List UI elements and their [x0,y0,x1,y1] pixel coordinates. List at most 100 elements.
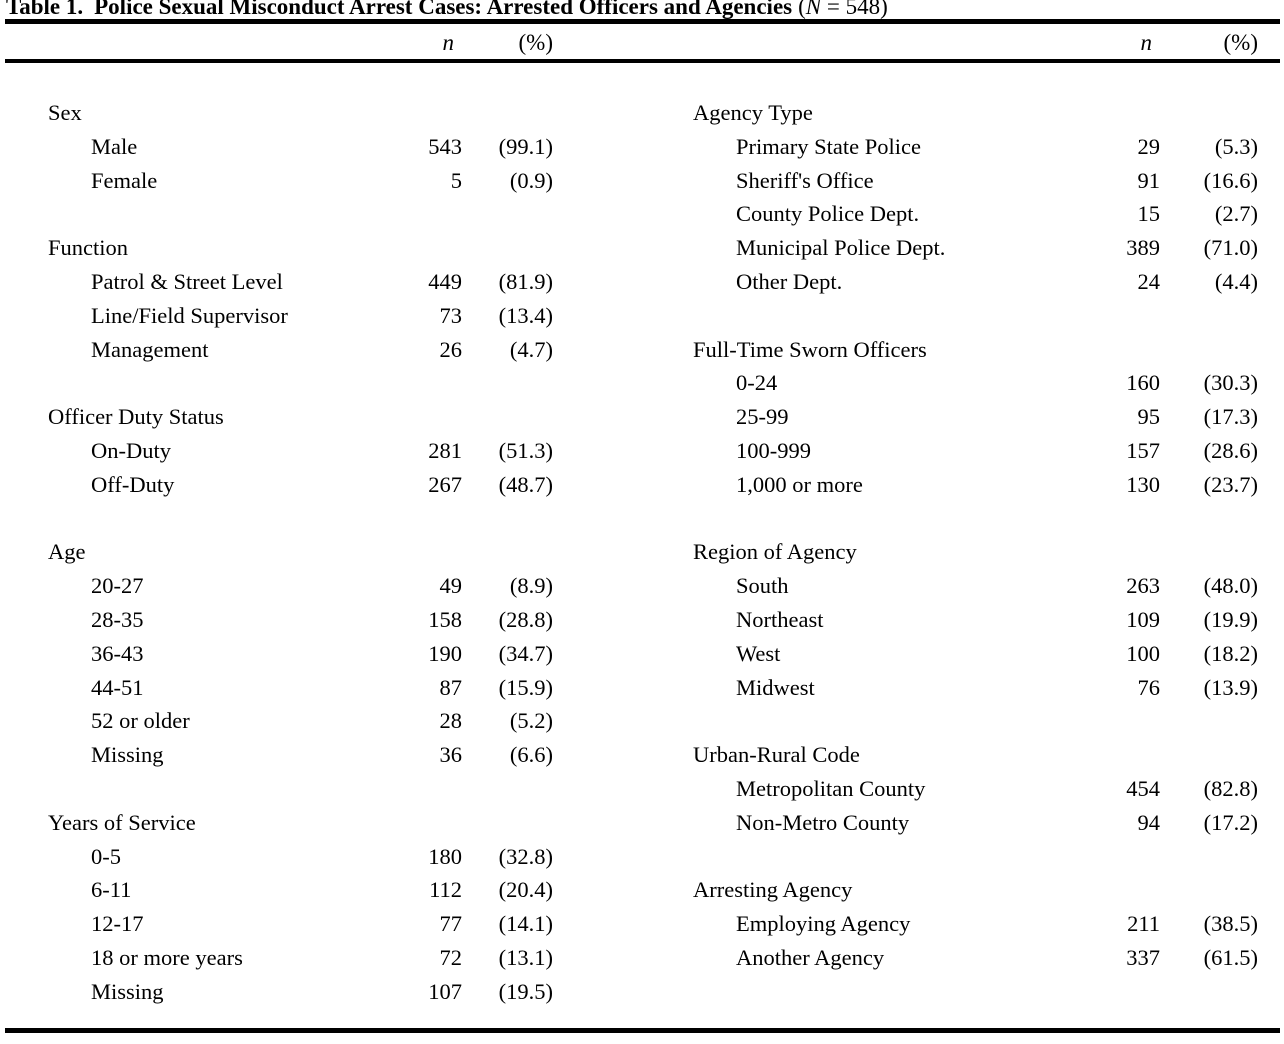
row-label: 36-43 [91,640,144,666]
row-label: Missing [91,742,164,768]
row-n-value: 94 [1137,809,1161,835]
row-pct-value: (8.9) [509,573,553,599]
empty-n-cell [1080,333,1160,367]
section-header-label: Agency Type [693,100,813,125]
table-row: Municipal Police Dept. 389 (71.0) [693,231,1258,265]
table-row: On-Duty 281 (51.3) [48,434,553,468]
table-row: Non-Metro County 94 (17.2) [693,806,1258,840]
row-label: On-Duty [91,437,171,463]
row-n-value: 15 [1137,201,1161,227]
row-label: Non-Metro County [736,809,910,835]
empty-pct-cell [462,806,553,840]
pct-column-header: (%) [1223,30,1258,55]
table-row: Northeast 109 (19.9) [693,603,1258,637]
row-label: Midwest [736,674,815,700]
row-label: Other Dept. [736,268,843,294]
left-column-headers: n (%) [48,30,554,55]
row-label: Northeast [736,606,824,632]
row-pct-value: (61.5) [1203,944,1258,970]
empty-n-cell [1080,96,1160,130]
row-n-value: 95 [1137,404,1161,430]
right-column-headers: n (%) [693,30,1259,55]
left-table-column: Sex Male 543 (99.1) Female 5 (0.9) Funct… [48,96,553,1009]
table-row: Off-Duty 267 (48.7) [48,468,553,502]
row-label: Sheriff's Office [736,167,874,193]
row-label: Off-Duty [91,471,175,497]
table-row: Metropolitan County 454 (82.8) [693,772,1258,806]
row-pct-value: (19.5) [498,978,553,1004]
row-label: 0-24 [736,370,778,396]
section-header-label: Officer Duty Status [48,404,224,430]
row-n-value: 263 [1126,573,1160,599]
section-header-label: Years of Service [48,809,196,835]
table-row: 100-999 157 (28.6) [693,434,1258,468]
row-pct-value: (6.6) [509,742,553,768]
section-header-label: Sex [48,100,82,125]
row-pct-value: (4.7) [509,336,553,362]
empty-pct-cell [462,400,553,434]
row-pct-value: (20.4) [498,877,553,903]
row-pct-value: (99.1) [498,133,553,159]
empty-n-cell [385,231,462,265]
empty-pct-cell [462,231,553,265]
row-n-value: 211 [1127,911,1160,937]
empty-pct-cell [1160,873,1258,907]
table-row: 52 or older 28 (5.2) [48,704,553,738]
row-pct-value: (13.1) [498,944,553,970]
row-n-value: 160 [1126,370,1160,396]
row-pct-value: (5.2) [509,708,553,734]
table-section: Agency Type Primary State Police 29 (5.3… [693,96,1258,299]
table-section: Function Patrol & Street Level 449 (81.9… [48,231,553,366]
row-pct-value: (34.7) [498,640,553,666]
row-n-value: 543 [428,133,462,159]
empty-pct-cell [1160,96,1258,130]
row-n-value: 109 [1126,606,1160,632]
bottom-rule [5,1028,1280,1033]
table-section: Region of Agency South 263 (48.0) Northe… [693,535,1258,704]
empty-header-cell [693,31,1080,55]
row-label: 6-11 [91,877,132,903]
row-n-value: 72 [439,944,463,970]
row-n-value: 158 [428,606,462,632]
row-pct-value: (71.0) [1203,235,1258,261]
n-column-header: n [442,30,455,55]
row-label: Another Agency [736,944,885,970]
row-label: 18 or more years [91,944,243,970]
empty-pct-cell [1160,333,1258,367]
row-pct-value: (30.3) [1203,370,1258,396]
empty-pct-cell [1160,738,1258,772]
row-pct-value: (0.9) [509,167,553,193]
table-row: Other Dept. 24 (4.4) [693,265,1258,299]
table-row: Patrol & Street Level 449 (81.9) [48,265,553,299]
row-label: Patrol & Street Level [91,268,283,294]
table-row: 44-51 87 (15.9) [48,671,553,705]
row-n-value: 281 [428,437,462,463]
row-n-value: 76 [1137,674,1161,700]
row-pct-value: (13.9) [1203,674,1258,700]
section-header-label: Age [48,539,86,565]
row-label: 52 or older [91,708,190,734]
row-n-value: 449 [428,268,462,294]
row-label: Missing [91,978,164,1004]
table-row: 36-43 190 (34.7) [48,637,553,671]
empty-n-cell [385,96,462,130]
row-label: 28-35 [91,606,144,632]
row-pct-value: (16.6) [1203,167,1258,193]
table-row: Sheriff's Office 91 (16.6) [693,164,1258,198]
table-row: Missing 107 (19.5) [48,975,553,1009]
section-header-row: Officer Duty Status [48,400,553,434]
table-row: Employing Agency 211 (38.5) [693,907,1258,941]
row-pct-value: (51.3) [498,437,553,463]
empty-n-cell [385,400,462,434]
section-header-row: Urban-Rural Code [693,738,1258,772]
row-n-value: 190 [428,640,462,666]
n-column-header: n [1140,30,1153,55]
row-pct-value: (17.3) [1203,404,1258,430]
table-row: South 263 (48.0) [693,569,1258,603]
row-pct-value: (81.9) [498,268,553,294]
row-n-value: 91 [1137,167,1161,193]
row-label: 1,000 or more [736,471,863,497]
row-label: Metropolitan County [736,775,926,801]
row-label: 12-17 [91,911,144,937]
